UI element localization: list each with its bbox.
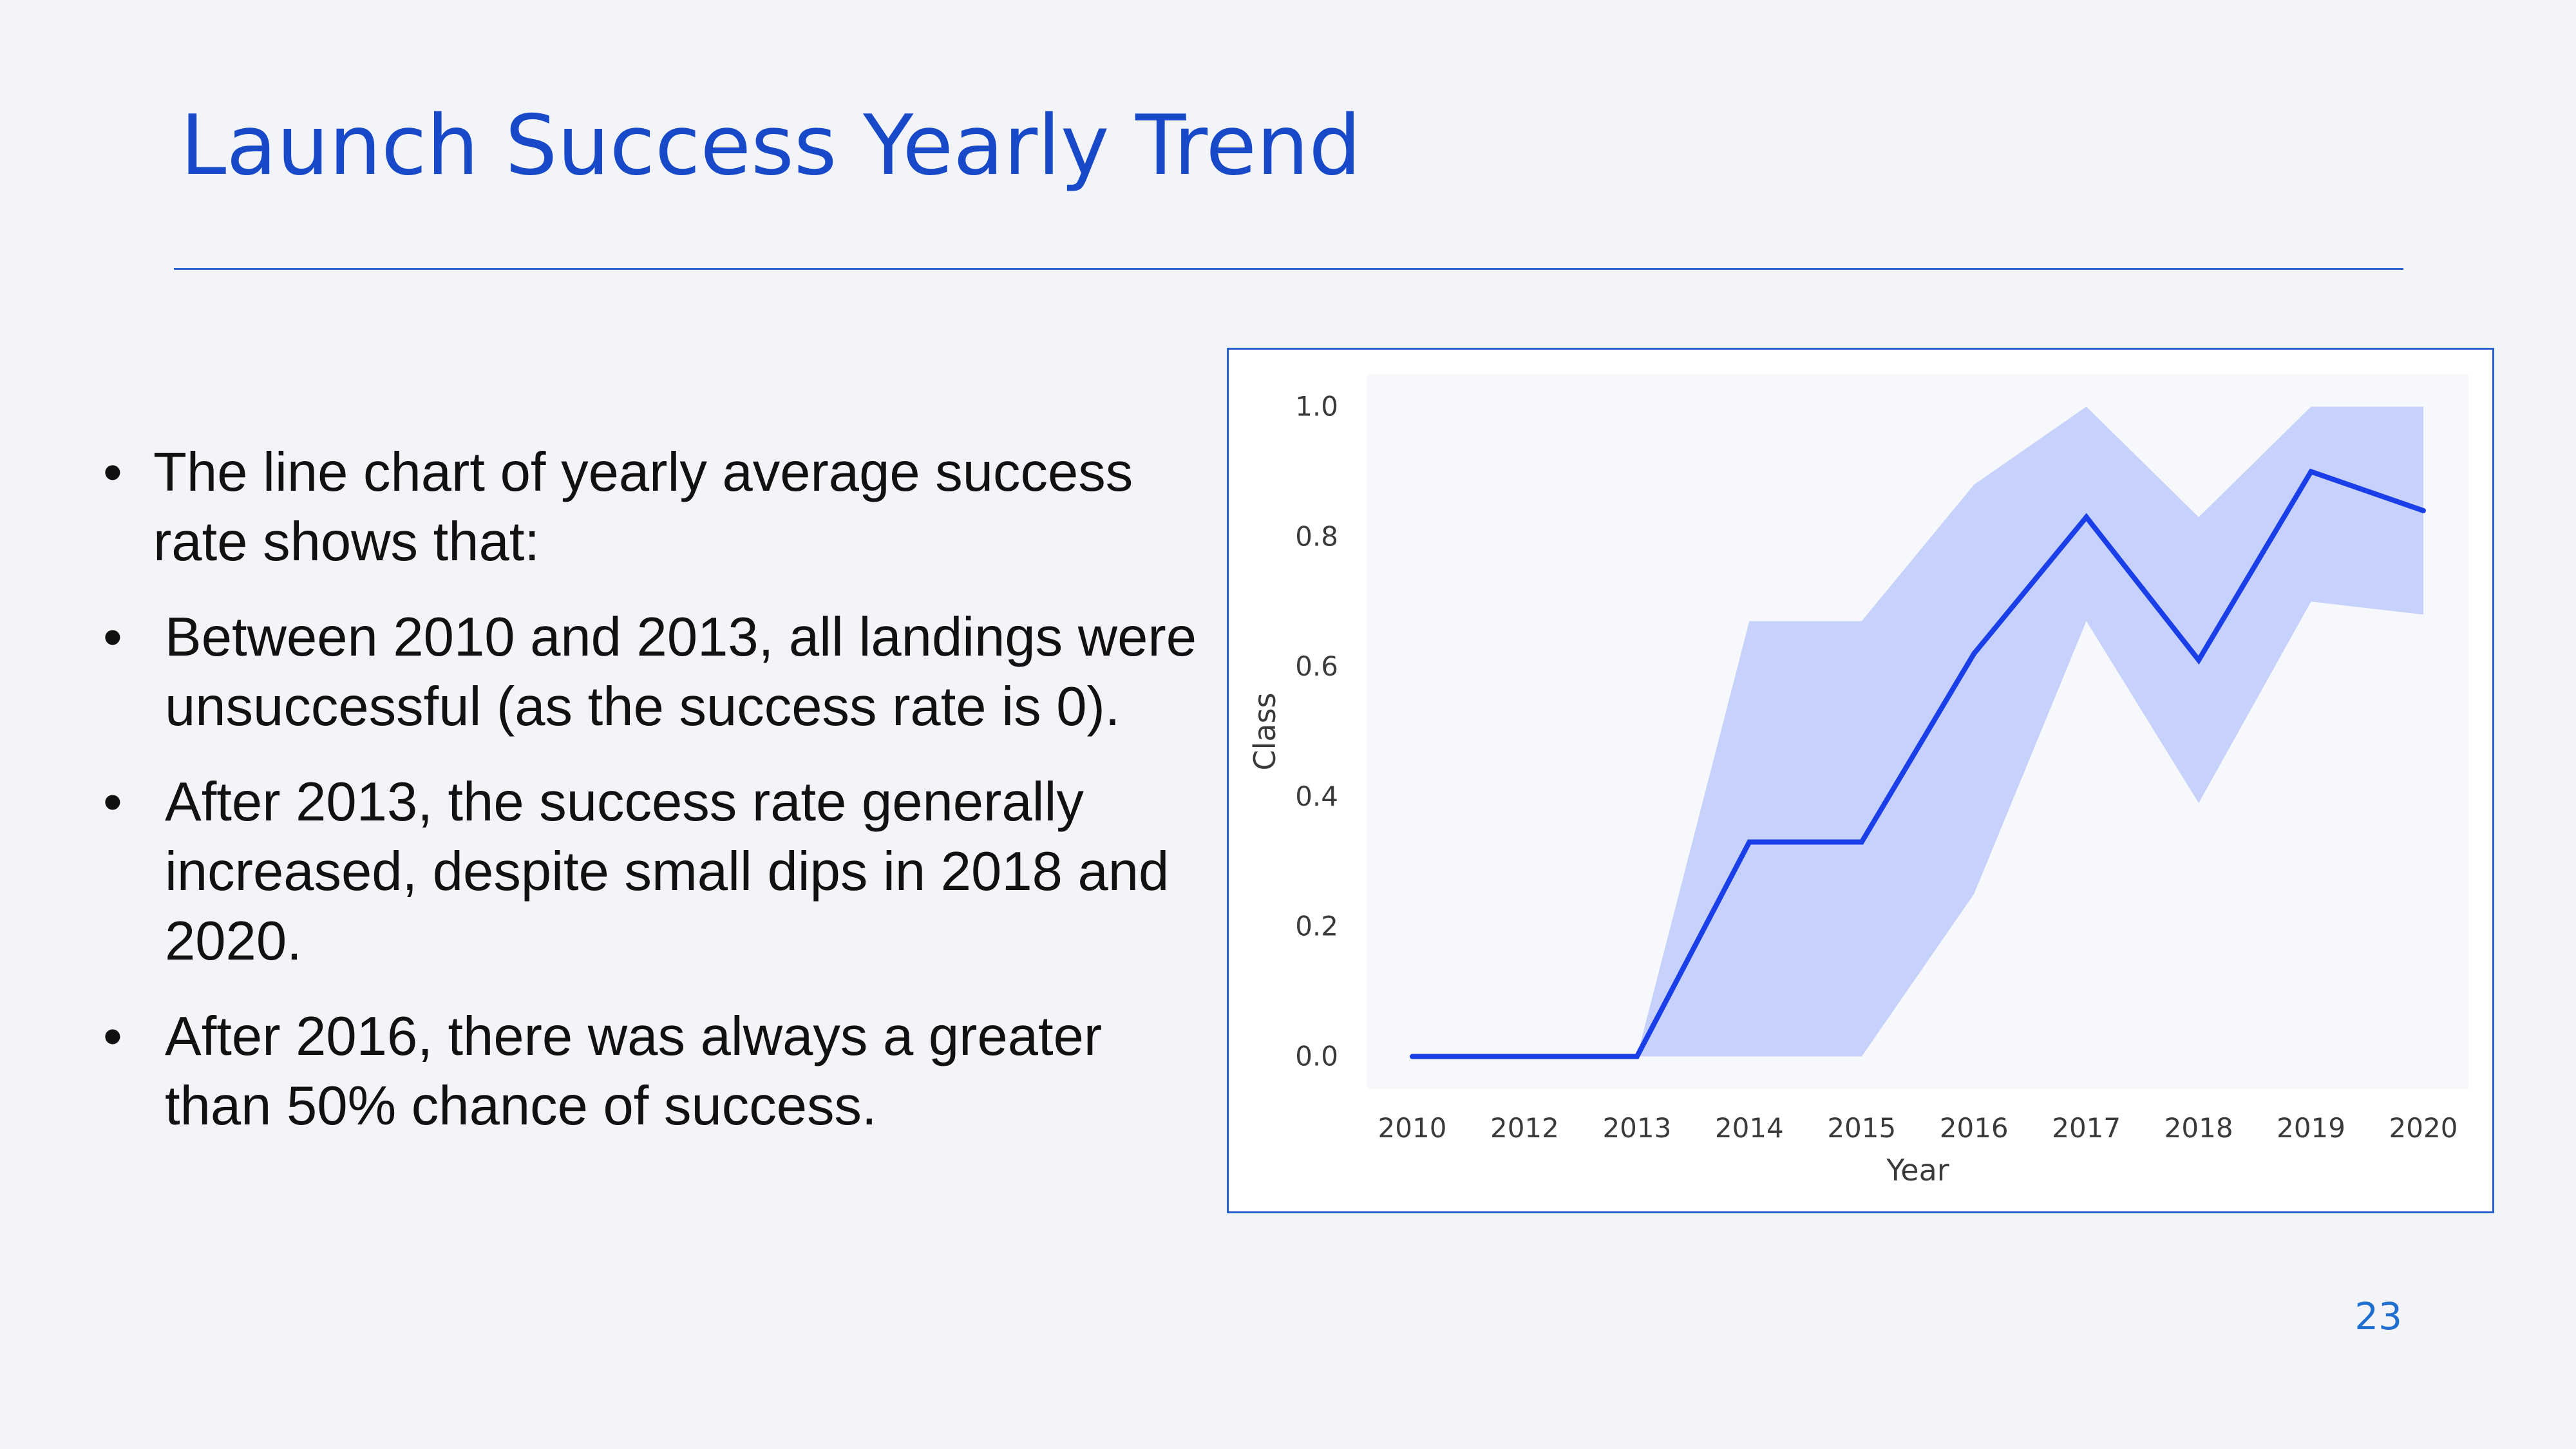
- bullet-item: • Between 2010 and 2013, all landings we…: [103, 603, 1211, 742]
- x-axis-label: Year: [1886, 1153, 1949, 1188]
- y-axis-ticks: 0.0 0.2 0.4 0.6 0.8 1.0: [1295, 390, 1338, 1072]
- bullet-list: • The line chart of yearly average succe…: [103, 438, 1211, 1167]
- slide-title: Launch Success Yearly Trend: [180, 98, 1361, 194]
- bullet-dot-icon: •: [103, 1006, 122, 1067]
- x-tick-label: 2013: [1602, 1112, 1671, 1144]
- bullet-item: • After 2013, the success rate generally…: [103, 768, 1211, 976]
- x-tick-label: 2014: [1715, 1112, 1784, 1144]
- y-tick-label: 0.6: [1295, 650, 1338, 682]
- x-tick-label: 2019: [2277, 1112, 2345, 1144]
- bullet-text: Between 2010 and 2013, all landings were…: [165, 607, 1197, 737]
- bullet-item: • The line chart of yearly average succe…: [103, 438, 1211, 577]
- page-number: 23: [2354, 1294, 2402, 1338]
- bullet-text: After 2013, the success rate generally i…: [165, 772, 1170, 972]
- x-tick-label: 2018: [2164, 1112, 2233, 1144]
- title-divider: [174, 268, 2403, 270]
- bullet-dot-icon: •: [103, 442, 122, 503]
- series-line: [1412, 468, 2425, 1059]
- x-tick-label: 2020: [2389, 1112, 2458, 1144]
- line-chart: 0.00.20.40.60.81.0 2010 2012 2013 2014 2015 2…: [1247, 374, 2468, 1188]
- data-point: [2083, 515, 2089, 520]
- y-axis-label: Class: [1247, 692, 1282, 770]
- x-tick-label: 2016: [1940, 1112, 2009, 1144]
- bullet-dot-icon: •: [103, 607, 122, 668]
- bullet-text: After 2016, there was always a greater t…: [165, 1006, 1103, 1137]
- x-tick-label: 2017: [2052, 1112, 2121, 1144]
- y-tick-label: 0.4: [1295, 781, 1338, 812]
- data-point: [1410, 1054, 1415, 1059]
- data-point: [1971, 650, 1977, 656]
- data-point: [2421, 507, 2426, 513]
- data-point: [2308, 469, 2314, 475]
- x-tick-label: 2015: [1827, 1112, 1896, 1144]
- x-tick-label: 2010: [1378, 1112, 1447, 1144]
- confidence-band-layer: [1412, 406, 2423, 1057]
- x-tick-label: 2012: [1490, 1112, 1559, 1144]
- chart-frame: 0.0 0.2 0.4 0.6 0.8 1.0 2010 2012 2013 2014 2015 2…: [1227, 348, 2494, 1213]
- bullet-text: The line chart of yearly average success…: [153, 442, 1133, 573]
- data-point: [1634, 1054, 1640, 1059]
- y-tick-label: 0.8: [1295, 520, 1338, 552]
- data-point: [1859, 839, 1864, 845]
- confidence-band: [1412, 406, 2423, 1057]
- data-point: [1522, 1054, 1528, 1059]
- series-line-layer: [1410, 468, 2426, 1059]
- data-point: [1747, 839, 1752, 845]
- data-point: [2196, 658, 2202, 663]
- bullet-item: • After 2016, there was always a greater…: [103, 1002, 1211, 1141]
- y-tick-label: 1.0: [1295, 390, 1338, 422]
- y-tick-label: 0.0: [1295, 1041, 1338, 1072]
- x-axis-ticks: 2010 2012 2013 2014 2015 2016 2017 2018 2019 2020: [1378, 1112, 2458, 1144]
- bullet-dot-icon: •: [103, 772, 122, 833]
- y-tick-label: 0.2: [1295, 911, 1338, 942]
